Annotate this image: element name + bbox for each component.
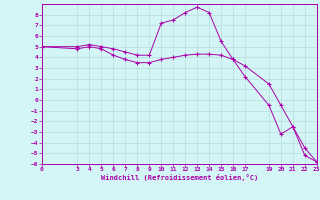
X-axis label: Windchill (Refroidissement éolien,°C): Windchill (Refroidissement éolien,°C) <box>100 174 258 181</box>
